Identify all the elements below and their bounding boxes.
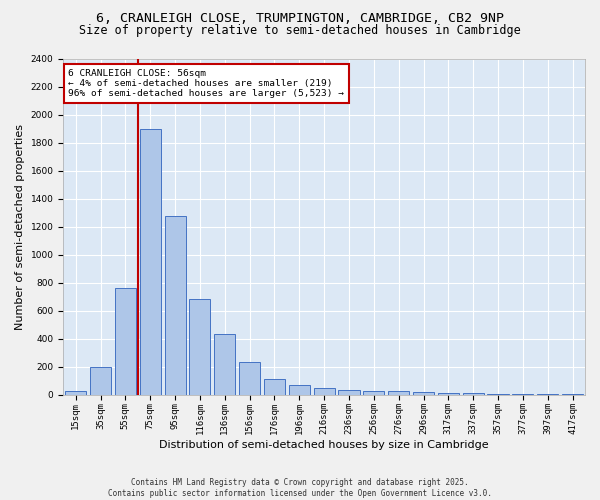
Bar [140, 128, 161, 394]
Text: 6 CRANLEIGH CLOSE: 56sqm
← 4% of semi-detached houses are smaller (219)
96% of s: 6 CRANLEIGH CLOSE: 56sqm ← 4% of semi-de… [68, 68, 344, 98]
Bar [264, 379, 285, 394]
Bar [314, 388, 335, 394]
Text: Contains HM Land Registry data © Crown copyright and database right 2025.
Contai: Contains HM Land Registry data © Crown c… [108, 478, 492, 498]
Text: Size of property relative to semi-detached houses in Cambridge: Size of property relative to semi-detach… [79, 24, 521, 37]
Bar [338, 390, 359, 394]
Bar [363, 390, 385, 394]
Bar [388, 392, 409, 394]
Text: 6, CRANLEIGH CLOSE, TRUMPINGTON, CAMBRIDGE, CB2 9NP: 6, CRANLEIGH CLOSE, TRUMPINGTON, CAMBRID… [96, 12, 504, 26]
Bar [214, 334, 235, 394]
Bar [115, 288, 136, 395]
Bar [190, 298, 211, 394]
Bar [164, 216, 185, 394]
Bar [239, 362, 260, 394]
X-axis label: Distribution of semi-detached houses by size in Cambridge: Distribution of semi-detached houses by … [160, 440, 489, 450]
Bar [65, 391, 86, 394]
Bar [289, 385, 310, 394]
Bar [463, 393, 484, 394]
Bar [413, 392, 434, 394]
Bar [438, 392, 459, 394]
Y-axis label: Number of semi-detached properties: Number of semi-detached properties [15, 124, 25, 330]
Bar [90, 366, 111, 394]
